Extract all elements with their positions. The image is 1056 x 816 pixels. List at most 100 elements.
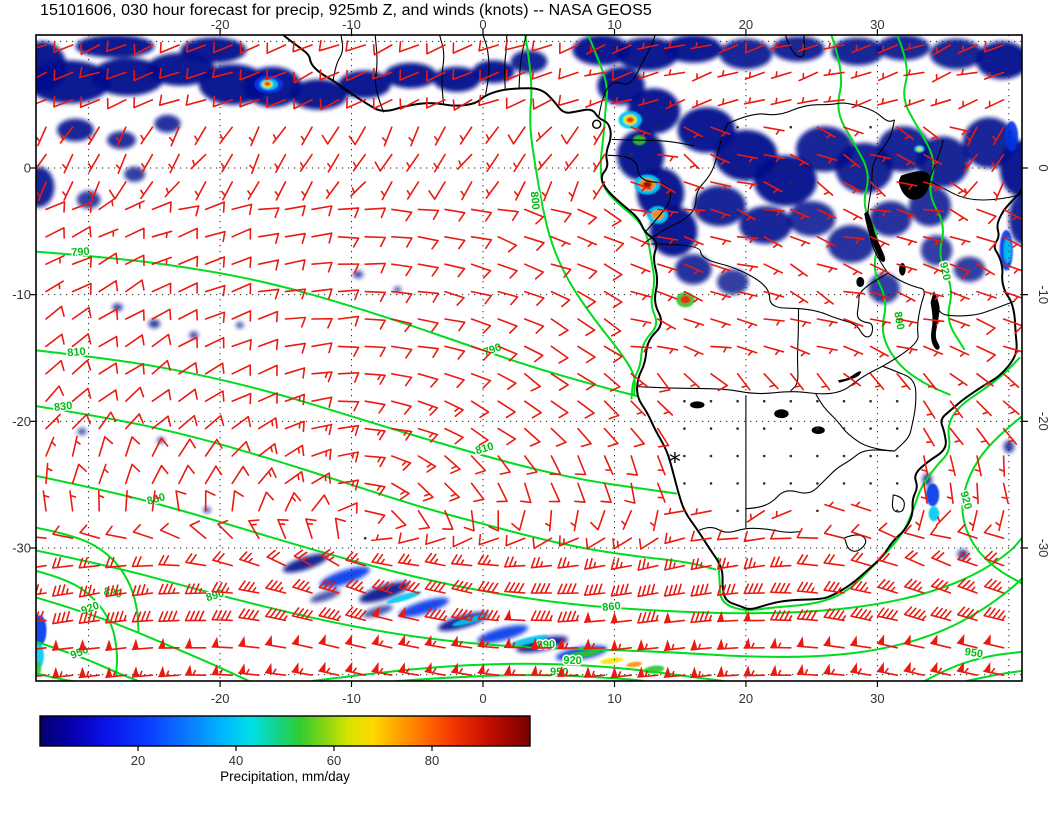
wind-barb-field — [36, 39, 1022, 679]
lake — [774, 409, 789, 419]
country-border — [882, 365, 917, 452]
contour-label: 920 — [937, 261, 953, 281]
x-axis-tick-label-bottom: 30 — [870, 691, 884, 706]
island-outline — [591, 119, 602, 130]
height-contour — [36, 640, 140, 681]
precip-cell — [319, 566, 371, 588]
contour-label: 790 — [71, 246, 90, 259]
colorbar-tick-label: 60 — [327, 753, 341, 768]
precip-cell — [600, 657, 624, 664]
plot-frame — [30, 29, 1028, 687]
coastline-border-layer: * — [282, 35, 1022, 610]
precip-cell — [124, 166, 146, 182]
precip-cell — [264, 81, 271, 86]
height-contour — [36, 526, 140, 633]
precip-cell — [1004, 121, 1019, 152]
precip-cell — [916, 147, 923, 151]
precip-cell — [107, 131, 136, 150]
y-axis-tick-label-left: -20 — [12, 414, 31, 429]
precip-cell — [1003, 237, 1012, 263]
precip-cell — [626, 661, 643, 668]
x-axis-tick-label-bottom: 20 — [739, 691, 753, 706]
colorbar-tick-label: 80 — [425, 753, 439, 768]
lake — [864, 211, 886, 262]
precip-cell — [999, 140, 1022, 196]
country-border — [644, 123, 729, 244]
height-contour — [717, 357, 1021, 611]
graticule-grid — [36, 35, 1022, 681]
contour-label: 920 — [563, 655, 582, 668]
country-border — [928, 139, 944, 181]
precip-cell — [739, 206, 792, 244]
country-border — [598, 35, 656, 118]
precip-cell — [930, 38, 983, 70]
country-border — [611, 138, 695, 147]
lake — [837, 371, 862, 383]
contour-label: 800 — [528, 191, 542, 210]
precip-cell — [75, 35, 155, 58]
precip-cell — [359, 581, 410, 603]
y-axis-tick-label-left: -10 — [12, 287, 31, 302]
x-axis-tick-label-top: 30 — [870, 17, 884, 32]
contour-label: 860 — [602, 600, 622, 614]
location-marker: * — [669, 448, 681, 476]
precip-cell — [753, 155, 818, 206]
precip-cell — [680, 295, 691, 304]
axis-labels: -20 -20 -10 -10 0 0 10 10 20 20 30 30 0 0 -10 -10 -20 -20… — [12, 17, 1051, 706]
country-border — [636, 385, 816, 395]
precip-cell — [310, 589, 341, 603]
height-contour — [965, 669, 1022, 681]
y-axis-tick-label-right: -20 — [1036, 412, 1051, 431]
x-axis-tick-label-top: -20 — [211, 17, 230, 32]
country-border — [482, 35, 490, 95]
precip-cell — [920, 235, 953, 266]
precip-cell — [651, 210, 664, 220]
precip-cell — [626, 117, 634, 123]
country-border — [332, 35, 344, 81]
country-border — [815, 365, 883, 395]
wind-barb-layer — [36, 39, 1022, 679]
height-contour — [311, 662, 725, 681]
precip-cell — [788, 201, 836, 237]
y-axis-tick-label-right: -10 — [1036, 285, 1051, 304]
country-border — [374, 35, 385, 113]
plot-frame-rect — [35, 34, 1023, 682]
contour-label: 810 — [474, 440, 495, 457]
country-border — [937, 300, 1016, 317]
contour-label: 830 — [53, 400, 73, 414]
y-axis-tick-label-left: -30 — [12, 541, 31, 556]
country-border — [698, 527, 802, 533]
precip-cell — [953, 256, 986, 282]
precipitation-cores-layer — [36, 75, 1019, 676]
plot-title: 15101606, 030 hour forecast for precip, … — [40, 2, 652, 19]
precip-cell — [772, 36, 825, 62]
wind-pennants — [52, 606, 991, 679]
map-content: 7907908108108308608608908908309209509209… — [36, 35, 1022, 681]
height-contour — [36, 549, 1022, 658]
x-axis-tick-label-bottom: 10 — [607, 691, 621, 706]
colorbar-tick-label: 40 — [229, 753, 243, 768]
precip-cell — [693, 185, 746, 227]
x-axis-tick-label-top: 20 — [739, 17, 753, 32]
country-border — [843, 534, 867, 552]
height-contour — [36, 405, 717, 571]
precipitation-layer — [36, 35, 1022, 661]
precip-cell — [717, 269, 749, 295]
precip-cell — [393, 286, 402, 293]
country-border — [607, 154, 672, 233]
precip-cell — [91, 57, 165, 96]
contour-label: 810 — [67, 346, 86, 360]
precip-cell — [36, 615, 47, 646]
precip-cell — [572, 35, 631, 66]
precip-cell — [926, 483, 940, 507]
x-axis-tick-label-bottom: 0 — [479, 691, 486, 706]
precip-cell — [877, 35, 930, 61]
country-border — [727, 102, 895, 125]
contour-label: 890 — [891, 311, 906, 331]
precip-cell — [562, 649, 602, 660]
x-axis-tick-label-top: 0 — [479, 17, 486, 32]
precip-cell — [516, 636, 568, 653]
colorbar: Precipitation, mm/day 20 40 60 80 — [39, 715, 531, 784]
country-border — [928, 180, 1021, 201]
